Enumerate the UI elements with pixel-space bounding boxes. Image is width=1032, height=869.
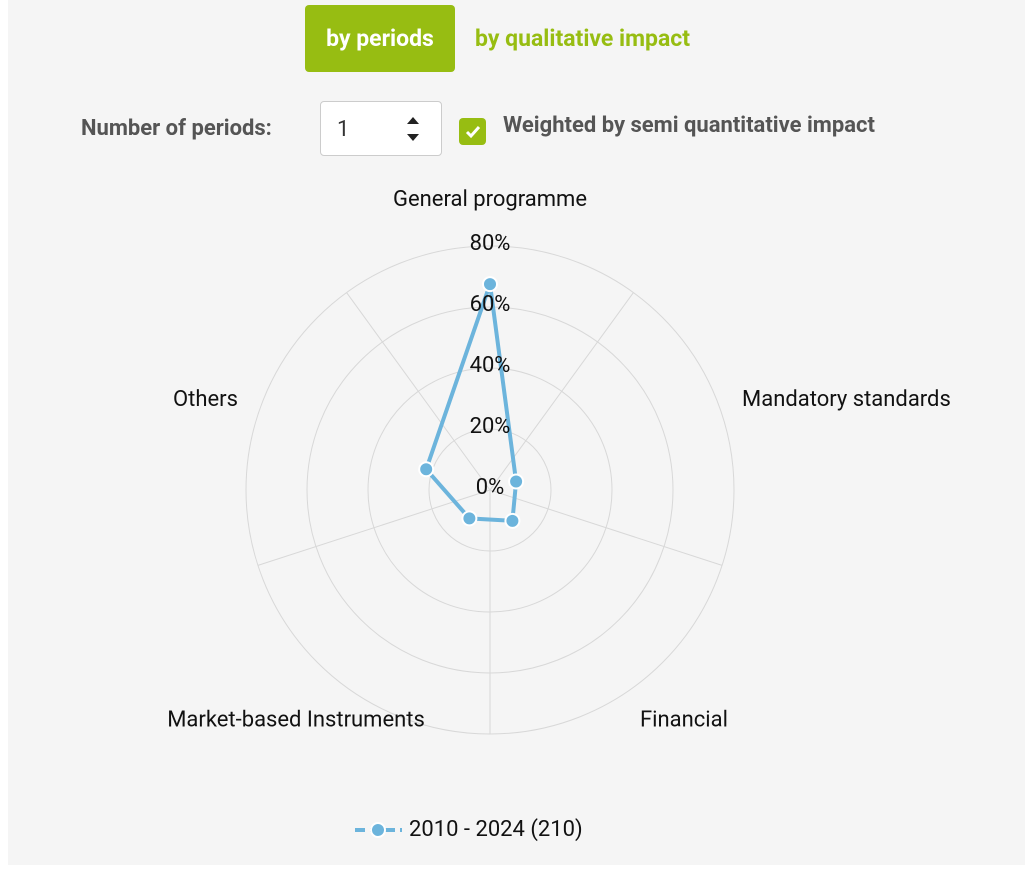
check-tick [465,126,481,139]
tab[interactable]: by periods [305,5,455,72]
legend-label: 2010 - 2024 (210) [409,817,583,842]
tab[interactable]: by qualitative impact [475,25,691,52]
checkbox[interactable] [459,118,486,145]
point [508,473,525,490]
y-tick-label: 60% [470,292,511,317]
y-tick-label: 20% [470,414,511,439]
legend-symbol [370,822,386,838]
category-label: Others [173,387,238,412]
category-label: General programme [393,187,587,212]
point [461,510,478,527]
point [504,512,521,529]
spoke [489,489,723,566]
y-tick-label: 0% [476,475,504,500]
series-line [423,283,519,523]
category-label: Financial [640,707,728,732]
periods-select[interactable]: 1 [320,101,442,156]
periods-label: Number of periods: [81,116,272,141]
point [418,461,435,478]
category-label: Market-based Instruments [167,707,425,732]
spoke [346,292,491,491]
category-label: Mandatory standards [742,387,951,412]
select-value: 1 [337,117,350,142]
checkbox-label: Weighted by semi quantitative impact [503,113,875,138]
y-tick-label: 40% [470,353,511,378]
panel: by periods by qualitative impact Number … [8,0,1025,865]
select-arrows [407,117,419,141]
y-tick-label: 80% [470,231,511,256]
point [482,276,498,293]
check-mark [465,126,481,139]
spoke [257,489,491,566]
